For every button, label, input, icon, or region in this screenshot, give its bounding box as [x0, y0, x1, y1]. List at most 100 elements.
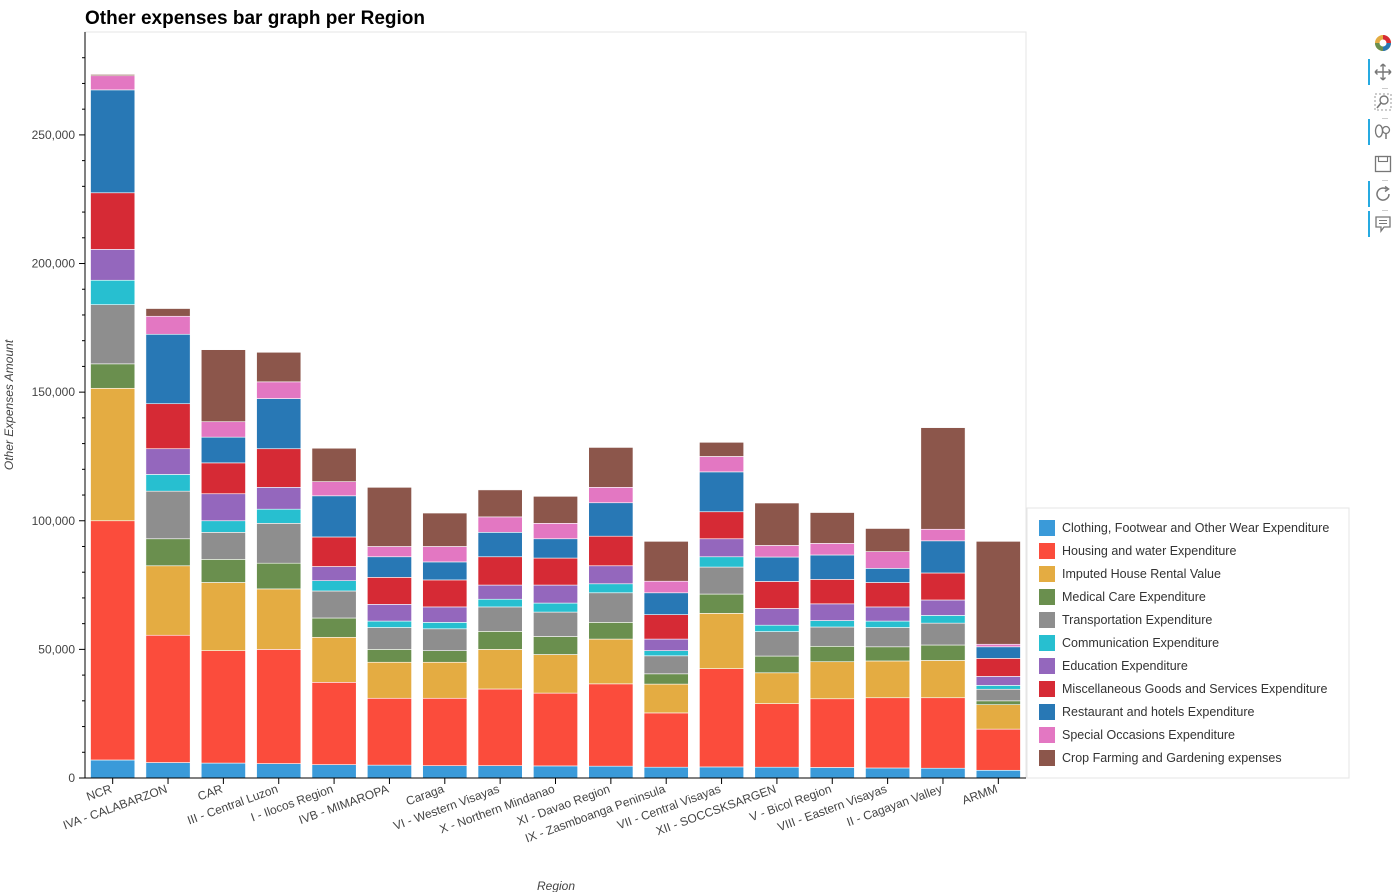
bar-segment[interactable]: [200, 559, 246, 583]
bar-segment[interactable]: [311, 590, 357, 619]
bar-segment[interactable]: [477, 489, 523, 518]
bar-segment[interactable]: [643, 592, 689, 615]
bar-segment[interactable]: [643, 712, 689, 768]
bar-segment[interactable]: [477, 584, 523, 600]
bar-segment[interactable]: [256, 763, 302, 779]
bar-segment[interactable]: [366, 620, 412, 628]
bar-segment[interactable]: [588, 565, 634, 585]
bar-segment[interactable]: [975, 688, 1021, 702]
bar-segment[interactable]: [533, 611, 578, 637]
bar-segment[interactable]: [865, 551, 911, 569]
bar-segment[interactable]: [477, 606, 523, 632]
bar-segment[interactable]: [90, 89, 136, 194]
bar-segment[interactable]: [865, 767, 911, 779]
bar-segment[interactable]: [588, 487, 634, 504]
bar-segment[interactable]: [809, 543, 855, 556]
bar-segment[interactable]: [809, 579, 855, 605]
bar-segment[interactable]: [865, 627, 911, 648]
bar-segment[interactable]: [90, 249, 136, 281]
bar-segment[interactable]: [643, 541, 689, 582]
bar-segment[interactable]: [920, 572, 966, 601]
bar-segment[interactable]: [975, 541, 1021, 645]
bar-segment[interactable]: [256, 562, 302, 590]
bar-segment[interactable]: [809, 512, 855, 544]
bar-segment[interactable]: [699, 613, 744, 669]
bar-segment[interactable]: [256, 381, 302, 399]
bar-segment[interactable]: [975, 658, 1021, 677]
bar-segment[interactable]: [699, 441, 744, 457]
bar-segment[interactable]: [754, 581, 800, 609]
bar-segment[interactable]: [975, 704, 1021, 730]
bar-segment[interactable]: [809, 554, 855, 580]
hover-tool[interactable]: [1368, 211, 1396, 237]
bar-segment[interactable]: [975, 769, 1021, 779]
bar-segment[interactable]: [699, 456, 744, 473]
bar-segment[interactable]: [145, 403, 191, 450]
bar-segment[interactable]: [533, 654, 578, 694]
bar-segment[interactable]: [754, 624, 800, 632]
bar-segment[interactable]: [643, 766, 689, 779]
bar-segment[interactable]: [256, 448, 302, 488]
bar-segment[interactable]: [422, 579, 468, 608]
bar-segment[interactable]: [920, 660, 966, 699]
bar-segment[interactable]: [920, 540, 966, 574]
bar-segment[interactable]: [477, 532, 523, 558]
bar-segment[interactable]: [311, 764, 357, 779]
bar-segment[interactable]: [200, 520, 246, 533]
bar-segment[interactable]: [809, 620, 855, 628]
bar-segment[interactable]: [754, 545, 800, 558]
bar-segment[interactable]: [920, 528, 966, 542]
bar-segment[interactable]: [200, 762, 246, 779]
bar-segment[interactable]: [699, 511, 744, 540]
bar-segment[interactable]: [699, 538, 744, 558]
bar-segment[interactable]: [477, 516, 523, 533]
bar-segment[interactable]: [809, 661, 855, 700]
bar-segment[interactable]: [865, 620, 911, 628]
bar-segment[interactable]: [643, 655, 689, 675]
bar-segment[interactable]: [865, 646, 911, 662]
bar-segment[interactable]: [366, 546, 412, 558]
bar-segment[interactable]: [643, 614, 689, 640]
bar-segment[interactable]: [422, 765, 468, 779]
bar-segment[interactable]: [477, 598, 523, 608]
bar-segment[interactable]: [477, 765, 523, 779]
bar-segment[interactable]: [145, 762, 191, 779]
bar-segment[interactable]: [699, 566, 744, 595]
bar-segment[interactable]: [865, 528, 911, 552]
bar-segment[interactable]: [699, 593, 744, 614]
bar-segment[interactable]: [366, 556, 412, 578]
bar-segment[interactable]: [311, 536, 357, 567]
bar-segment[interactable]: [920, 427, 966, 530]
bar-segment[interactable]: [588, 583, 634, 594]
bar-segment[interactable]: [90, 304, 136, 365]
bar-segment[interactable]: [366, 764, 412, 779]
bar-segment[interactable]: [200, 421, 246, 438]
bar-segment[interactable]: [90, 192, 136, 250]
bar-segment[interactable]: [422, 622, 468, 630]
reset-tool[interactable]: [1368, 181, 1396, 207]
bar-segment[interactable]: [90, 387, 136, 522]
bar-segment[interactable]: [533, 538, 578, 559]
bar-segment[interactable]: [256, 351, 302, 383]
bar-segment[interactable]: [145, 634, 191, 763]
bar-segment[interactable]: [311, 447, 357, 482]
bar-segment[interactable]: [865, 582, 911, 608]
bar-segment[interactable]: [477, 649, 523, 690]
bar-segment[interactable]: [533, 692, 578, 767]
bar-segment[interactable]: [311, 566, 357, 581]
bar-segment[interactable]: [477, 631, 523, 650]
bar-segment[interactable]: [975, 728, 1021, 771]
bar-segment[interactable]: [754, 631, 800, 657]
bar-segment[interactable]: [311, 682, 357, 765]
bar-segment[interactable]: [865, 568, 911, 583]
bar-segment[interactable]: [809, 645, 855, 663]
bar-segment[interactable]: [920, 615, 966, 624]
bar-segment[interactable]: [533, 584, 578, 604]
bar-segment[interactable]: [256, 487, 302, 510]
bar-segment[interactable]: [754, 672, 800, 704]
bar-segment[interactable]: [588, 683, 634, 767]
bar-segment[interactable]: [311, 580, 357, 592]
bar-segment[interactable]: [200, 493, 246, 522]
bar-segment[interactable]: [699, 471, 744, 513]
bar-segment[interactable]: [311, 495, 357, 538]
